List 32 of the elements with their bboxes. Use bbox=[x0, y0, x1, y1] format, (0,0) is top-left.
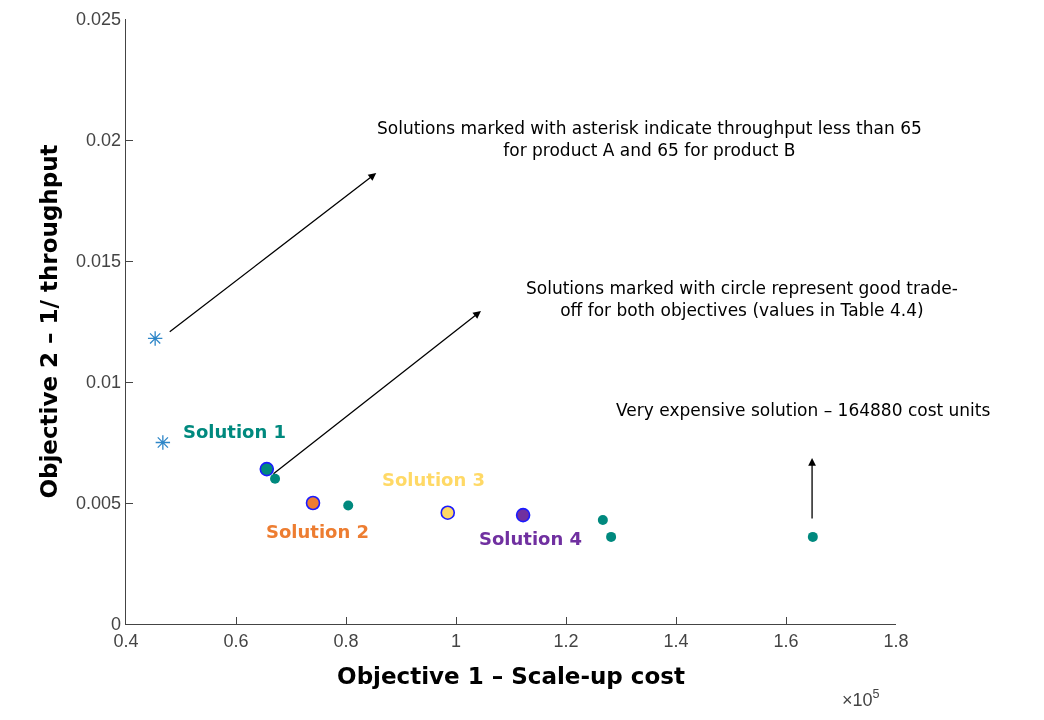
point bbox=[597, 514, 608, 525]
annotation: Solution 1 bbox=[183, 421, 287, 442]
point bbox=[515, 507, 531, 523]
x-tick-label: 0.8 bbox=[333, 630, 359, 651]
y-tick-label: 0.025 bbox=[76, 9, 122, 30]
point bbox=[155, 434, 171, 451]
annotation: Solutions marked with circle represent good trade- off for both objectives (values in Table 4.4) bbox=[526, 278, 958, 321]
point bbox=[305, 495, 321, 511]
annotation: Solution 3 bbox=[382, 469, 486, 490]
x-tick-label: 1 bbox=[450, 630, 462, 651]
x-tick-label: 1.6 bbox=[773, 630, 799, 651]
x-axis-title: Objective 1 – Scale-up cost bbox=[337, 663, 685, 690]
point bbox=[440, 505, 456, 520]
x-tick-label: 0.6 bbox=[223, 630, 249, 651]
y-axis-title: Objective 2 – 1/ throughput bbox=[35, 144, 62, 499]
x-tick-label: 1.2 bbox=[553, 630, 579, 651]
annotation: Solution 2 bbox=[266, 521, 370, 542]
annotation: Very expensive solution – 164880 cost units bbox=[616, 400, 991, 420]
y-tick-label: 0.02 bbox=[86, 130, 122, 151]
y-tick-label: 0.015 bbox=[76, 251, 122, 272]
x-tick-label: 1.4 bbox=[663, 630, 689, 651]
point bbox=[270, 473, 281, 484]
annotation: Solutions marked with asterisk indicate throughput less than 65 for product A and 65 for product B bbox=[377, 118, 922, 161]
point bbox=[606, 531, 617, 542]
x-tick-label: 1.8 bbox=[883, 630, 909, 651]
point bbox=[807, 531, 818, 542]
y-tick-label: 0.005 bbox=[76, 493, 122, 514]
y-tick-label: 0.01 bbox=[86, 372, 122, 393]
point bbox=[343, 500, 354, 511]
point bbox=[147, 330, 163, 347]
text: ×10$^{5}$ bbox=[842, 687, 880, 710]
annotation: Solution 4 bbox=[479, 528, 583, 549]
